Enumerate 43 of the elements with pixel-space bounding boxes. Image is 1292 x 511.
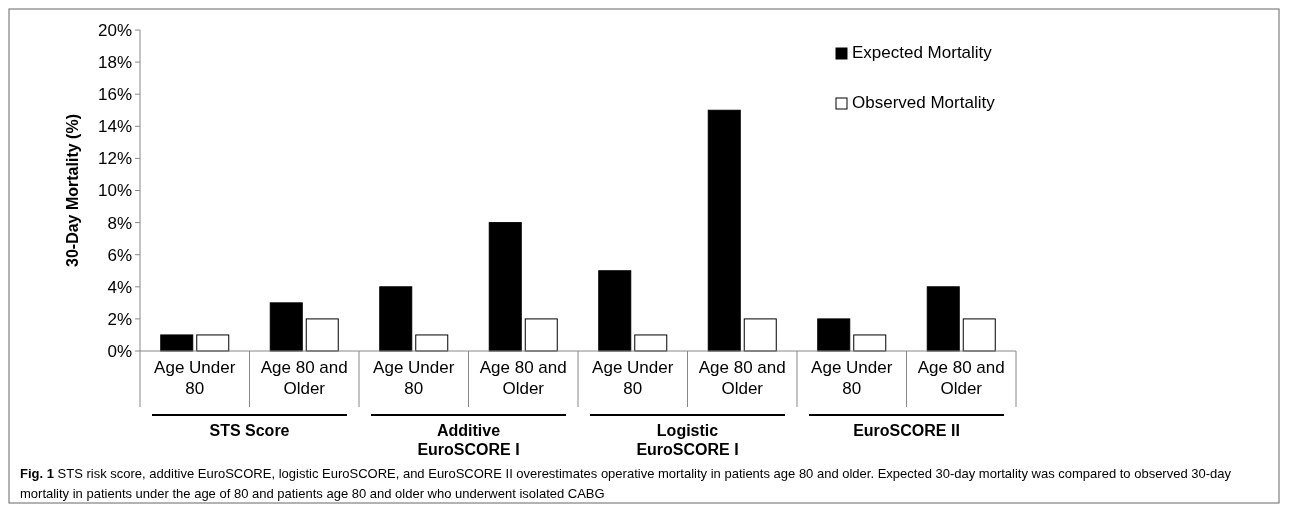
x-tick-label: Age 80 and Older <box>917 358 1005 398</box>
y-tick-label: 12% <box>97 149 132 169</box>
text: EuroSCORE II <box>853 422 960 439</box>
y-tick-label: 20% <box>97 20 132 40</box>
legend-label: Expected Mortality <box>852 43 993 62</box>
y-axis-title: 30-Day Mortality (%) <box>64 114 81 267</box>
bar <box>160 334 194 352</box>
bar <box>817 318 851 352</box>
y-tick-label: 16% <box>97 85 132 105</box>
y-tick-label: 18% <box>97 53 132 73</box>
y-tick-label: 14% <box>97 117 132 137</box>
y-tick-label: 10% <box>97 181 132 201</box>
x-tick-label: Age Under 80 <box>592 358 674 398</box>
bar <box>743 318 777 352</box>
bar <box>379 286 413 352</box>
y-tick-label: 0% <box>107 341 132 361</box>
bar <box>962 318 996 352</box>
bar <box>196 334 230 352</box>
x-tick-label: Age Under 80 <box>373 358 455 398</box>
text: Additive EuroSCORE I <box>417 422 520 458</box>
y-tick-label: 4% <box>107 277 132 297</box>
bar <box>634 334 668 352</box>
bar <box>269 302 303 352</box>
x-tick-label: Age Under 80 <box>154 358 236 398</box>
x-tick-label: Age Under 80 <box>811 358 893 398</box>
text: Logistic EuroSCORE I <box>636 422 739 458</box>
bar <box>524 318 558 352</box>
bar <box>853 334 887 352</box>
y-tick-label: 2% <box>107 309 132 329</box>
bar <box>926 286 960 352</box>
bar <box>598 270 632 352</box>
y-tick-label: 8% <box>107 213 132 233</box>
text: STS Score <box>209 422 290 439</box>
x-tick-label: Age 80 and Older <box>260 358 348 398</box>
bar <box>707 109 741 352</box>
bar <box>415 334 449 352</box>
y-tick-label: 6% <box>107 245 132 265</box>
legend-label: Observed Mortality <box>852 93 996 112</box>
bar <box>305 318 339 352</box>
x-tick-label: Age 80 and Older <box>698 358 786 398</box>
x-tick-label: Age 80 and Older <box>479 358 567 398</box>
caption: Fig. 1 STS risk score, additive EuroSCORE, logistic EuroSCORE, and EuroSCORE II overestimates operative mortality in patients age 80 and older. Expected 30-day mortality was compared to observed 30-day mortality in patients under the age of 80 and patients age 80 and older who underwent isolated CABG <box>20 466 1232 501</box>
bar <box>488 222 522 352</box>
